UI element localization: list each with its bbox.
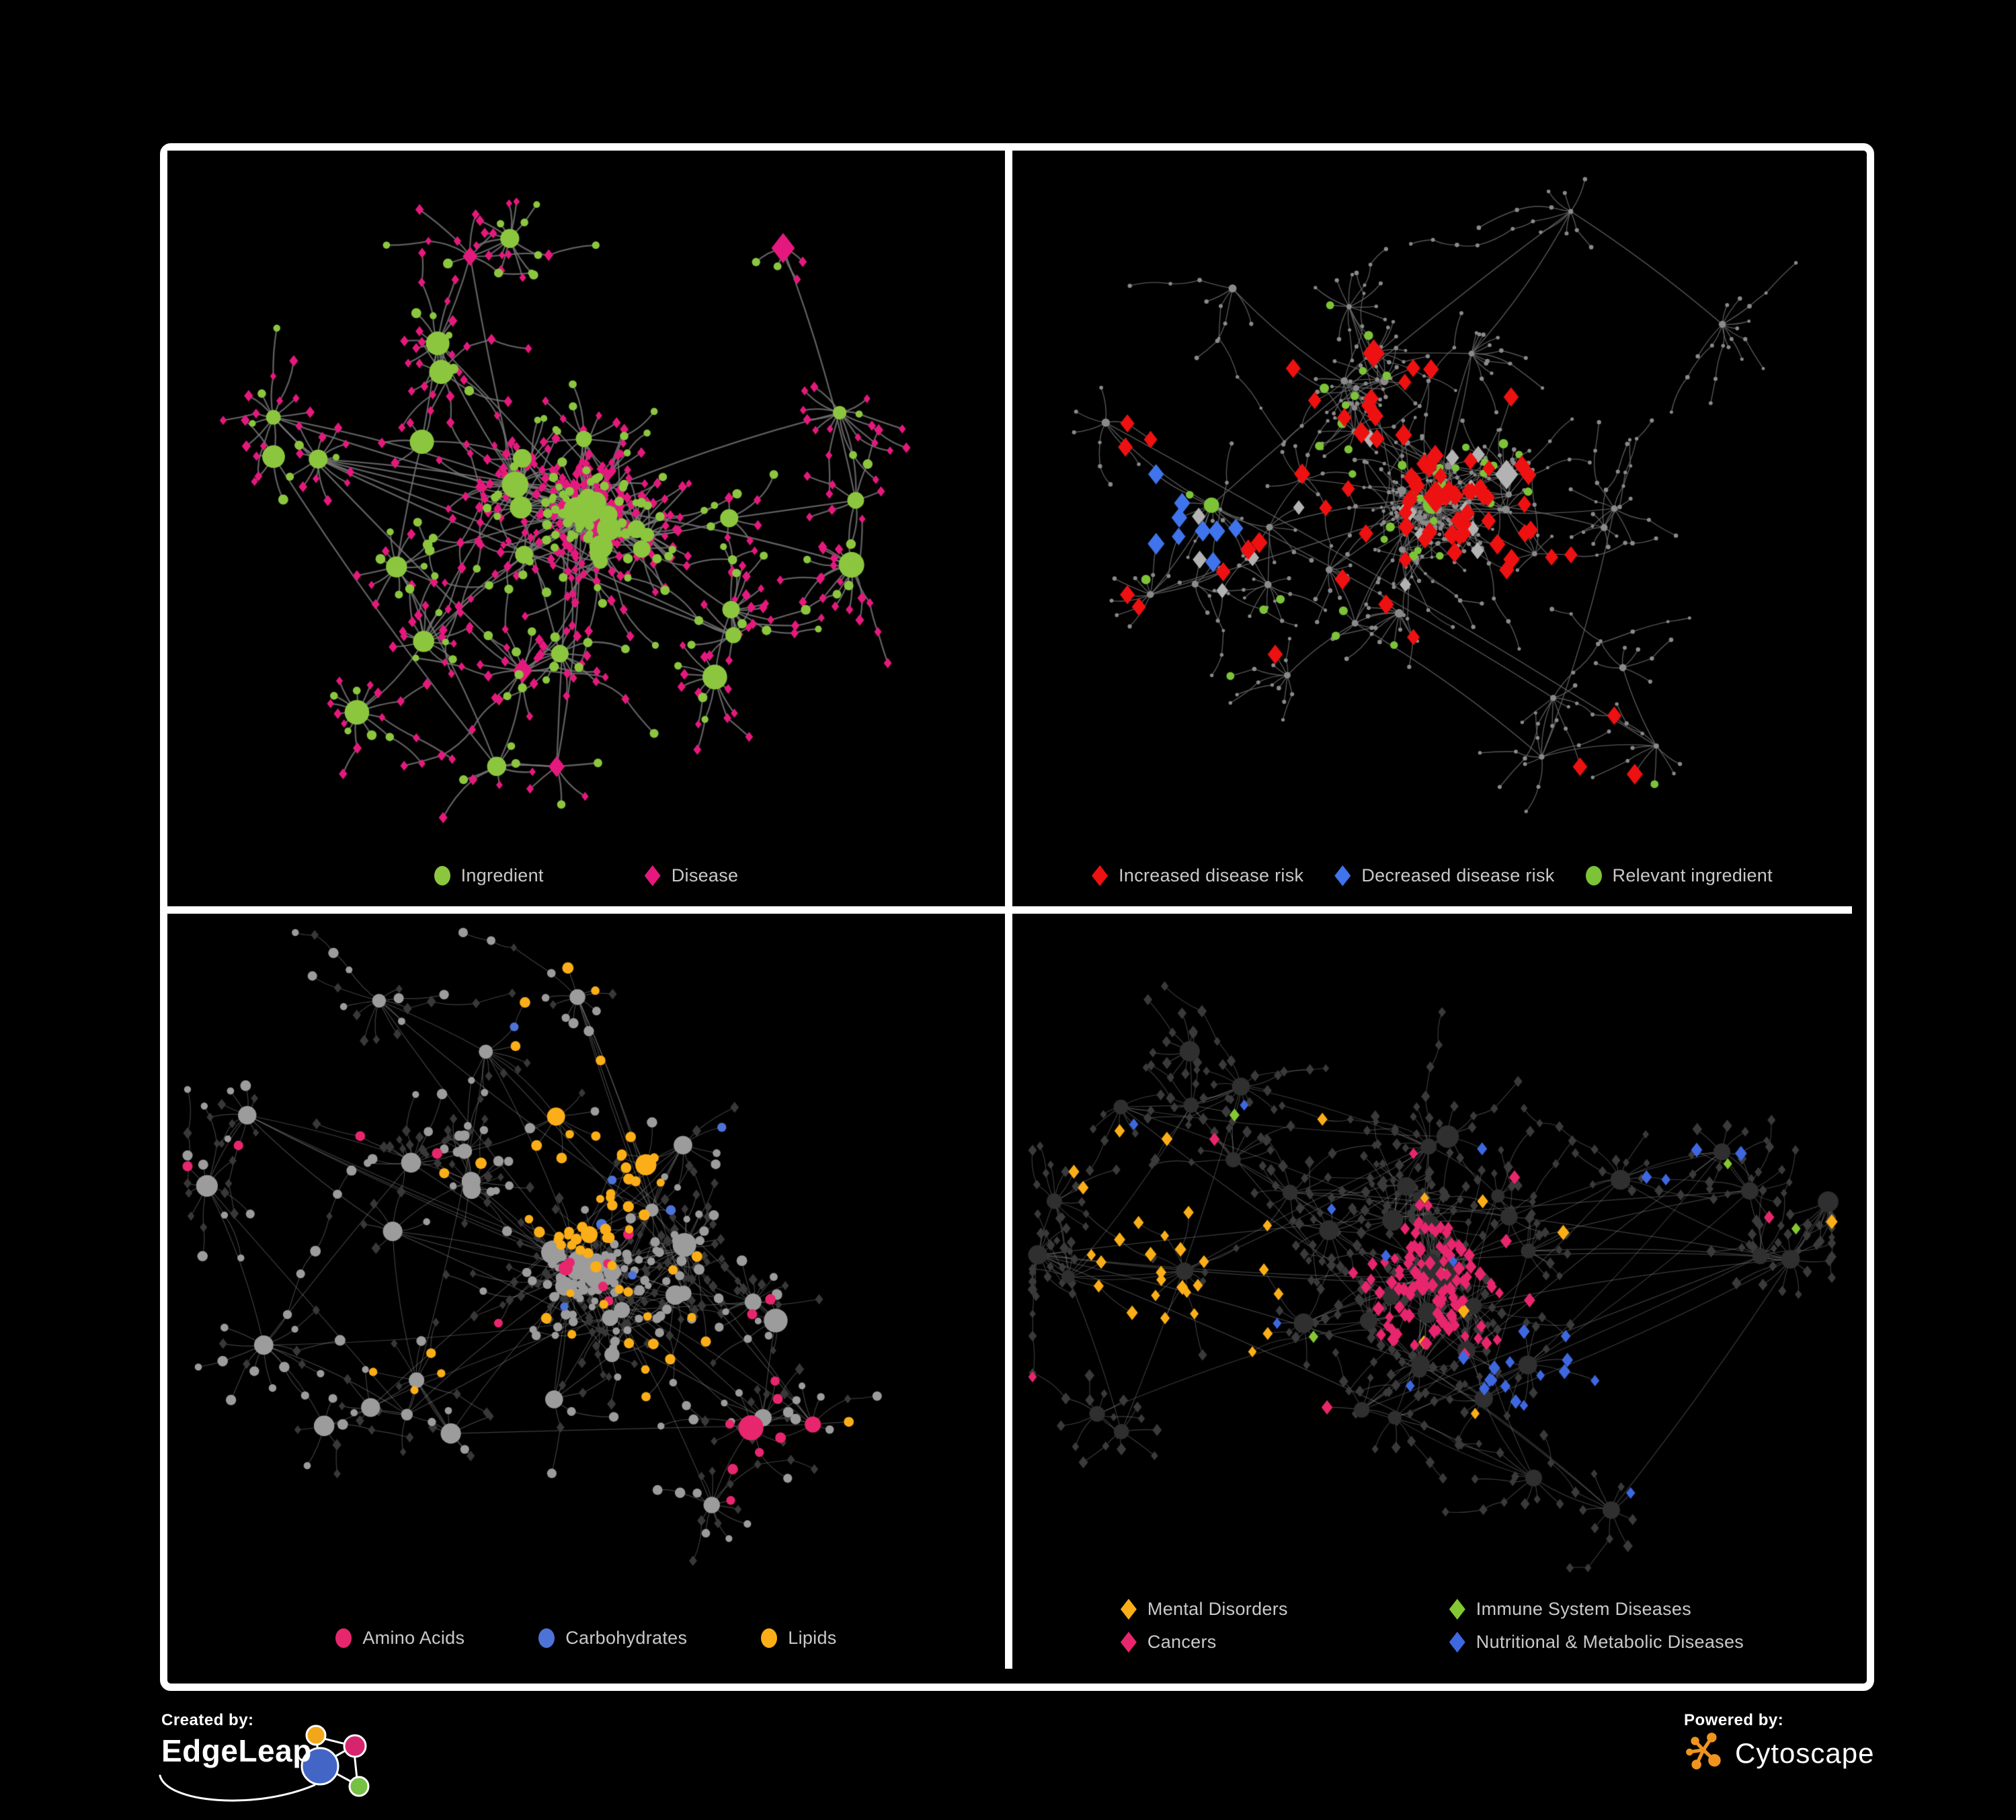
legend-item-decreased-risk: Decreased disease risk (1334, 865, 1554, 886)
nutritional-metabolic-diseases-diamond-icon (1449, 1632, 1465, 1653)
legend-ingredient-disease: Ingredient Disease (167, 865, 1005, 886)
network-canvas-disease-risk (1012, 151, 1852, 906)
decreased-risk-diamond-icon (1334, 865, 1351, 886)
legend-disease-categories: Mental Disorders Immune System Diseases … (1012, 1599, 1852, 1653)
legend-label-lipids: Lipids (788, 1628, 837, 1648)
created-by-label: Created by: (161, 1711, 254, 1729)
legend-item-amino-acids: Amino Acids (335, 1628, 465, 1649)
legend-item-immune-system-diseases: Immune System Diseases (1449, 1599, 1744, 1620)
cytoscape-wordmark: Cytoscape (1735, 1737, 1875, 1769)
legend-label-relevant-ingredient: Relevant ingredient (1612, 865, 1773, 885)
legend-item-mental-disorders: Mental Disorders (1120, 1599, 1288, 1620)
legend-item-nutritional-metabolic-diseases: Nutritional & Metabolic Diseases (1449, 1632, 1744, 1653)
cancers-diamond-icon (1120, 1632, 1137, 1653)
edgeleap-green-node (348, 1776, 370, 1797)
edgeleap-magenta-node (343, 1734, 367, 1758)
disease-diamond-icon (644, 865, 661, 886)
legend-item-disease: Disease (644, 865, 739, 886)
legend-item-increased-risk: Increased disease risk (1092, 865, 1303, 886)
legend-label-cancers: Cancers (1147, 1632, 1217, 1652)
legend-item-lipids: Lipids (761, 1628, 836, 1649)
legend-label-mental-disorders: Mental Disorders (1147, 1599, 1288, 1619)
edgeleap-orange-node (305, 1725, 327, 1746)
legend-label-decreased-risk: Decreased disease risk (1361, 865, 1555, 885)
carbohydrates-circle-icon (538, 1628, 555, 1648)
legend-label-nutritional-metabolic-diseases: Nutritional & Metabolic Diseases (1476, 1632, 1744, 1652)
network-canvas-disease-categories (1012, 914, 1852, 1669)
relevant-ingredient-circle-icon (1585, 866, 1602, 885)
legend-label-ingredient: Ingredient (460, 865, 544, 885)
powered-by-label: Powered by: (1684, 1711, 1784, 1729)
legend-label-immune-system-diseases: Immune System Diseases (1476, 1599, 1691, 1619)
mental-disorders-diamond-icon (1120, 1599, 1137, 1620)
edgeleap-blue-node (300, 1747, 339, 1786)
panel-ingredient-disease: Ingredient Disease (167, 151, 1005, 906)
amino-acids-circle-icon (335, 1628, 352, 1648)
legend-label-carbohydrates: Carbohydrates (565, 1628, 688, 1648)
legend-item-ingredient: Ingredient (434, 865, 544, 886)
cytoscape-logo (1686, 1733, 1721, 1770)
ingredient-circle-icon (434, 866, 450, 885)
legend-label-amino-acids: Amino Acids (362, 1628, 465, 1648)
legend-nutrient-groups: Amino Acids Carbohydrates Lipids (167, 1628, 1005, 1649)
panel-disease-risk: Increased disease risk Decreased disease… (1012, 151, 1852, 906)
edgeleap-wordmark: EdgeLeap (161, 1733, 312, 1768)
network-canvas-ingredient-disease (167, 151, 1005, 906)
legend-disease-risk: Increased disease risk Decreased disease… (1012, 865, 1852, 886)
legend-label-increased-risk: Increased disease risk (1119, 865, 1304, 885)
legend-item-relevant-ingredient: Relevant ingredient (1585, 865, 1773, 886)
panel-nutrient-groups: Amino Acids Carbohydrates Lipids (167, 914, 1005, 1669)
lipids-circle-icon (761, 1628, 778, 1648)
powered-by-block: Powered by: Cytoscape (1684, 1711, 1966, 1812)
legend-item-carbohydrates: Carbohydrates (538, 1628, 687, 1649)
increased-risk-diamond-icon (1092, 865, 1108, 886)
immune-system-diseases-diamond-icon (1449, 1599, 1465, 1620)
panel-grid-frame: Ingredient Disease Increased disease ris… (160, 143, 1874, 1691)
legend-label-disease: Disease (671, 865, 739, 885)
network-canvas-nutrient-groups (167, 914, 1005, 1669)
panel-disease-categories: Mental Disorders Immune System Diseases … (1012, 914, 1852, 1669)
created-by-block: Created by: EdgeLeap (159, 1711, 444, 1812)
legend-item-cancers: Cancers (1120, 1632, 1288, 1653)
grid-divider-horizontal (167, 906, 1852, 914)
edgeleap-logo (159, 1725, 370, 1802)
